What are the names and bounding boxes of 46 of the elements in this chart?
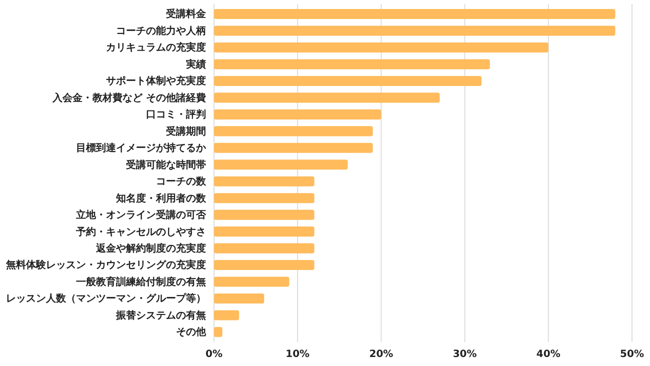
bar <box>214 243 314 254</box>
x-tick-label: 20% <box>369 349 394 360</box>
bar <box>214 42 548 53</box>
bar <box>214 92 440 103</box>
bar <box>214 193 314 204</box>
y-tick-label: 一般教育訓練給付制度の有無 <box>76 276 206 288</box>
y-tick-label: 返金や解約制度の充実度 <box>95 242 206 254</box>
bar <box>214 76 482 86</box>
y-tick-label: サポート体制や充実度 <box>106 75 206 88</box>
y-tick-label: 無料体験レッスン・カウンセリングの充実度 <box>5 259 206 272</box>
y-tick-label: 口コミ・評判 <box>146 108 206 121</box>
y-tick-label: 受講期間 <box>165 125 206 138</box>
y-tick-label: 受講料金 <box>165 8 207 20</box>
bar <box>214 176 314 186</box>
bar <box>214 310 240 320</box>
bar <box>214 26 616 36</box>
bar <box>214 326 222 337</box>
x-tick-label: 30% <box>452 349 477 360</box>
bar <box>214 160 348 170</box>
y-tick-label: 受講可能な時間帯 <box>125 158 206 171</box>
y-tick-label: 実績 <box>185 58 206 70</box>
bar <box>214 9 616 20</box>
y-tick-label: 目標到達イメージが持てるか <box>76 142 207 154</box>
bar <box>214 260 314 270</box>
bar <box>214 109 382 120</box>
x-tick-label: 50% <box>620 349 644 360</box>
y-tick-label: 入会金・教材費など その他諸経費 <box>52 92 206 104</box>
bar <box>214 226 314 237</box>
x-tick-label: 40% <box>536 349 560 360</box>
bar <box>214 126 373 136</box>
bar <box>214 293 264 304</box>
y-tick-label: 立地・オンライン受講の可否 <box>75 209 207 222</box>
y-tick-label: レッスン人数（マンツーマン・グループ等） <box>6 292 206 305</box>
bar <box>214 210 314 220</box>
y-tick-label: 予約・キャンセルのしやすさ <box>75 226 206 238</box>
bar <box>214 59 490 70</box>
y-tick-label: 振替システムの有無 <box>115 309 206 322</box>
bar <box>214 276 290 287</box>
x-tick-label: 0% <box>206 349 222 360</box>
bar <box>214 142 373 153</box>
y-tick-label: コーチの数 <box>156 176 207 188</box>
y-tick-label: その他 <box>176 326 207 338</box>
y-tick-label: コーチの能力や人柄 <box>116 24 206 37</box>
y-tick-label: 知名度・利用者の数 <box>115 192 207 204</box>
x-tick-label: 10% <box>286 349 310 360</box>
y-tick-label: カリキュラムの充実度 <box>106 42 206 54</box>
